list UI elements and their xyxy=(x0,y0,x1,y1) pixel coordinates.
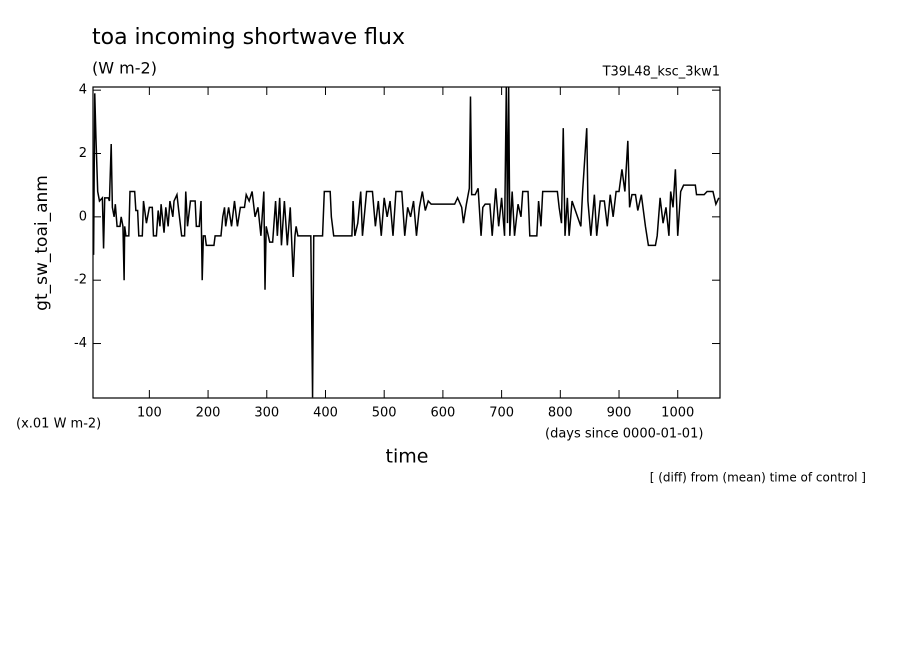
x-tick-label: 200 xyxy=(196,406,221,421)
chart-title: toa incoming shortwave flux xyxy=(92,25,405,50)
data-line xyxy=(92,86,720,398)
x-tick-label: 300 xyxy=(254,406,279,421)
x-units: (days since 0000-01-01) xyxy=(545,427,703,442)
x-tick-label: 800 xyxy=(548,406,573,421)
x-axis-label: time xyxy=(386,446,429,468)
note: [ (diff) from (mean) time of control ] xyxy=(650,471,866,485)
y-tick-label: 0 xyxy=(79,209,87,224)
chart-subtitle: (W m-2) xyxy=(92,59,157,78)
x-tick-label: 600 xyxy=(430,406,455,421)
x-tick-label: 700 xyxy=(489,406,514,421)
x-tick-label: 100 xyxy=(137,406,162,421)
y-units: (x.01 W m-2) xyxy=(16,417,101,432)
experiment-label: T39L48_ksc_3kw1 xyxy=(602,65,720,80)
y-tick-label: 4 xyxy=(79,83,87,98)
x-tick-label: 1000 xyxy=(661,406,694,421)
y-tick-label: 2 xyxy=(79,146,87,161)
x-tick-label: 900 xyxy=(607,406,632,421)
x-tick-label: 400 xyxy=(313,406,338,421)
x-tick-label: 500 xyxy=(372,406,397,421)
y-tick-label: -2 xyxy=(74,273,87,288)
plot-frame xyxy=(92,86,721,399)
y-axis-label: gt_sw_toai_anm xyxy=(32,175,52,311)
y-tick-label: -4 xyxy=(74,336,87,351)
